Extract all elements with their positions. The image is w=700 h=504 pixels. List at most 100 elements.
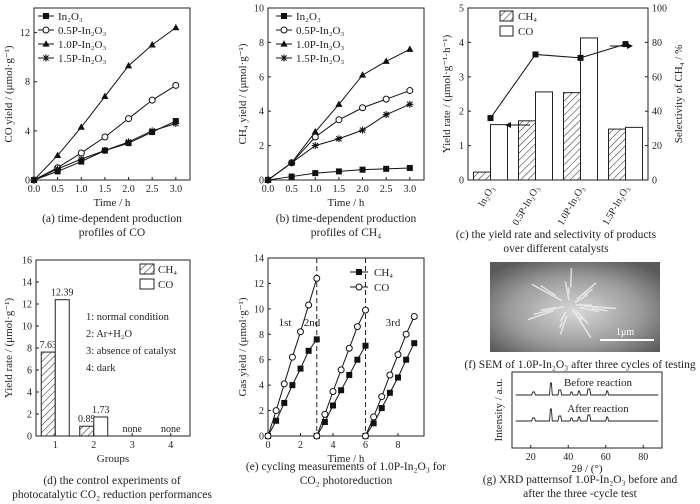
x-tick-label: 40	[563, 452, 573, 463]
legend-label: In₂O₃	[58, 11, 83, 23]
y-tick-label: 10	[254, 4, 264, 15]
legend-label: 0.5P-In₂O₃	[296, 25, 344, 37]
bar	[490, 124, 508, 181]
legend-swatch	[139, 278, 155, 290]
data-point	[289, 382, 296, 389]
y-tick-label: 12	[22, 300, 32, 311]
data-point	[297, 328, 304, 336]
legend-swatch	[139, 263, 155, 275]
selectivity-point	[532, 51, 539, 58]
y-tick-label: 10	[254, 304, 264, 315]
data-point	[370, 420, 377, 427]
data-point	[394, 351, 402, 359]
data-point	[386, 371, 394, 379]
legend-label: 1.5P-In₂O₃	[58, 53, 106, 65]
data-point	[148, 127, 156, 135]
data-point	[395, 374, 401, 381]
cycle-label: 1st	[279, 317, 292, 329]
data-point	[335, 135, 343, 143]
data-point	[77, 123, 85, 130]
bar	[580, 37, 598, 181]
cycle-label: 3rd	[386, 317, 401, 329]
x-tick-label: 1.5	[333, 184, 346, 195]
data-point	[264, 176, 272, 184]
data-point	[403, 356, 410, 363]
y-tick-label: 4	[25, 126, 30, 137]
data-point	[54, 151, 62, 159]
y-tick-label: 3	[459, 72, 464, 83]
data-point	[125, 138, 133, 146]
x-tick-label: 3.0	[170, 184, 183, 195]
data-point	[321, 419, 328, 426]
x-tick-label: 0.5	[285, 184, 298, 195]
panel-caption: (e) cycling measurements of 1.0P-In₂O₃ f…	[246, 461, 446, 473]
data-point	[313, 274, 321, 282]
x-category-label: 1.5P-In₂O₃	[601, 184, 632, 228]
x-tick-label: 80	[638, 452, 648, 463]
panel-caption: (f) SEM of 1.0P-In₂O₃ after three cycles…	[464, 359, 695, 371]
panel-caption: (g) XRD patternsof 1.0P-In₂O₃ before and	[483, 474, 678, 486]
data-point	[148, 96, 156, 104]
y-right-tick-label: 0	[652, 176, 657, 187]
x-axis-label: Time / h	[94, 197, 131, 209]
data-point	[338, 387, 345, 394]
xrd-trace	[515, 408, 659, 422]
data-point	[288, 353, 296, 361]
y-tick-label: 8	[27, 344, 32, 355]
x-tick-label: 2.0	[356, 184, 369, 195]
y-tick-label: 12	[254, 279, 264, 290]
data-point	[353, 323, 361, 331]
panel-caption: profiles of CH₄	[311, 227, 381, 239]
y-tick-label: 4	[459, 38, 464, 49]
legend-label: 0.5P-In₂O₃	[58, 25, 106, 37]
x-tick-label: 8	[396, 440, 401, 451]
legend-label: CO	[374, 282, 389, 294]
plot-frame	[267, 7, 425, 181]
data-point	[321, 410, 329, 418]
y-tick-label: 8	[25, 77, 30, 88]
data-point	[280, 380, 288, 388]
legend-marker	[356, 269, 362, 275]
data-point	[30, 176, 38, 184]
legend-label: 1.0P-In₂O₃	[296, 39, 344, 51]
y-axis-label: Yield rate / (μmol·g⁻¹·h⁻¹)	[441, 34, 453, 153]
x-tick-label: 1.0	[75, 184, 88, 195]
x-axis-label: 2θ / (°)	[571, 463, 602, 475]
data-point	[288, 159, 296, 167]
x-tick-label: 0	[266, 440, 271, 451]
data-point	[329, 388, 337, 395]
data-point	[264, 432, 272, 440]
legend-swatch	[499, 10, 514, 22]
plot-frame	[267, 257, 425, 437]
x-axis-label: Time / h	[328, 453, 365, 465]
legend-swatch	[499, 25, 514, 37]
y-tick-label: 1	[459, 141, 464, 152]
data-point	[346, 371, 353, 378]
y-right-axis-label: Selectivity of CH₄ / %	[673, 45, 685, 144]
y-tick-label: 2	[259, 141, 264, 152]
bar	[473, 171, 491, 181]
trace-label: After reaction	[567, 403, 629, 415]
value-label: 12.39	[51, 288, 74, 299]
legend-marker	[280, 54, 288, 62]
bar	[563, 92, 581, 181]
data-point	[358, 71, 367, 78]
y-axis-label: Gas yield / (μmol·g⁻¹)	[237, 297, 249, 396]
sem-flakes	[527, 268, 616, 339]
legend-label: CH₄	[374, 267, 393, 279]
data-point	[272, 407, 280, 415]
y-tick-label: 4	[259, 107, 264, 118]
legend-marker	[42, 54, 50, 62]
data-point	[382, 95, 390, 103]
x-tick-label: 0.5	[51, 184, 64, 195]
plot-frame	[467, 7, 649, 181]
value-label: 1.73	[92, 405, 110, 416]
x-tick-label: 6	[363, 440, 368, 451]
data-point	[359, 166, 366, 173]
x-tick-label: 1.0	[309, 184, 322, 195]
selectivity-point	[577, 54, 584, 61]
y-tick-label: 14	[254, 254, 264, 265]
condition-note: 3: absence of catalyst	[86, 346, 176, 357]
x-tick-label: 2.5	[380, 184, 393, 195]
value-label: 0.89	[78, 414, 96, 425]
